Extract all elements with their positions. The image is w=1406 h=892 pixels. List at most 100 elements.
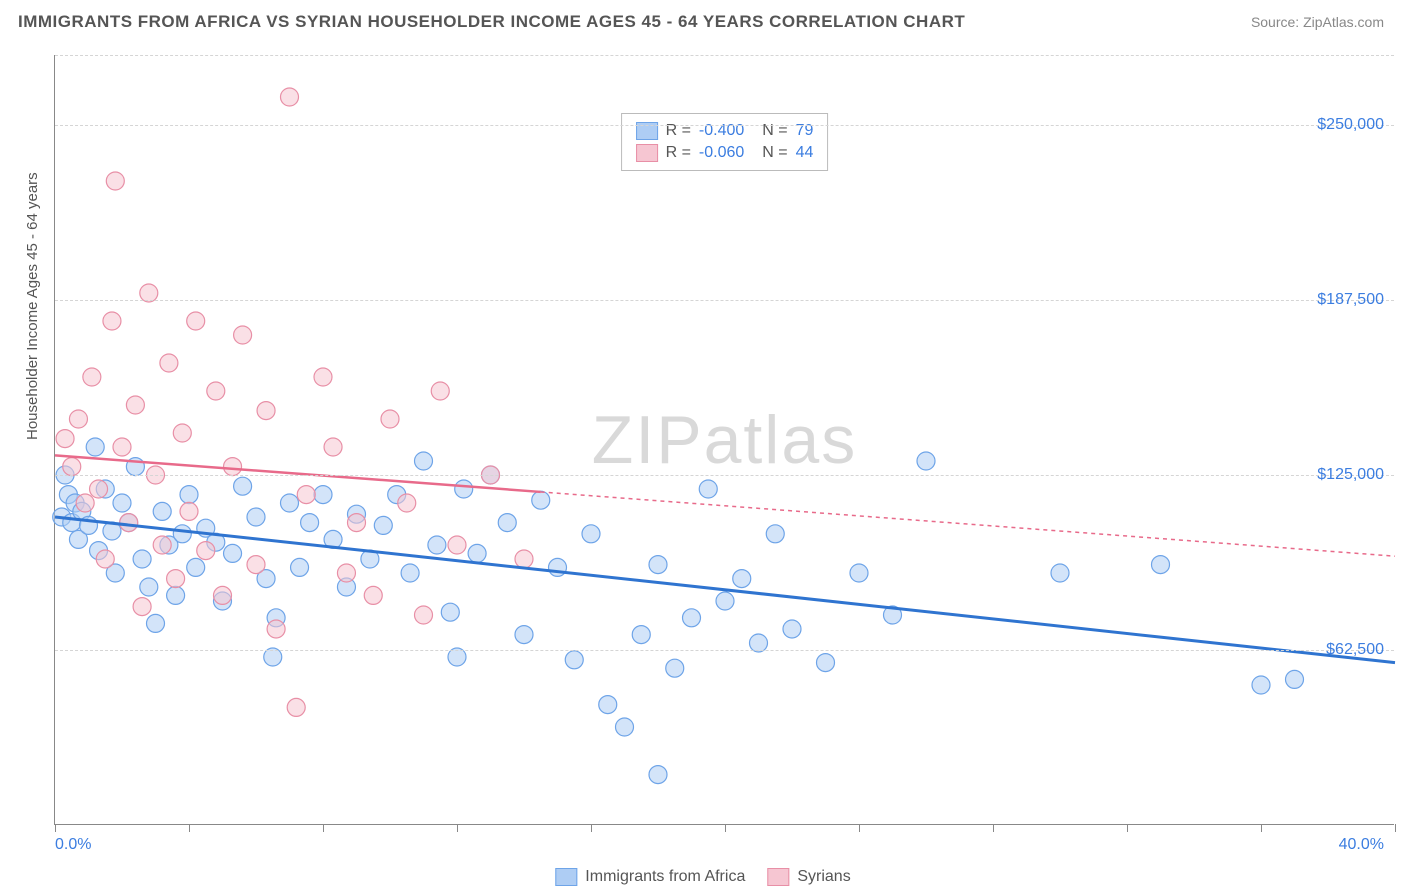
scatter-point-syrians xyxy=(103,312,121,330)
scatter-point-syrians xyxy=(337,564,355,582)
scatter-point-africa xyxy=(401,564,419,582)
scatter-point-africa xyxy=(1252,676,1270,694)
scatter-point-syrians xyxy=(160,354,178,372)
scatter-point-syrians xyxy=(187,312,205,330)
scatter-point-africa xyxy=(224,544,242,562)
scatter-point-syrians xyxy=(448,536,466,554)
scatter-point-africa xyxy=(817,654,835,672)
gridline xyxy=(55,125,1394,126)
scatter-point-syrians xyxy=(63,458,81,476)
scatter-point-africa xyxy=(234,477,252,495)
scatter-point-africa xyxy=(167,586,185,604)
series-legend-label: Immigrants from Africa xyxy=(585,868,745,886)
trend-line-syrians xyxy=(55,455,541,492)
scatter-point-syrians xyxy=(180,502,198,520)
scatter-point-africa xyxy=(314,486,332,504)
y-tick-label: $125,000 xyxy=(1317,466,1384,484)
scatter-point-syrians xyxy=(214,586,232,604)
trend-line-syrians-dashed xyxy=(541,492,1395,556)
scatter-point-syrians xyxy=(69,410,87,428)
series-legend-label: Syrians xyxy=(797,868,850,886)
source-label: Source: ZipAtlas.com xyxy=(1251,14,1384,30)
scatter-point-africa xyxy=(441,603,459,621)
legend-swatch-syrians xyxy=(636,144,658,162)
scatter-point-syrians xyxy=(56,430,74,448)
scatter-point-africa xyxy=(301,514,319,532)
scatter-point-syrians xyxy=(348,514,366,532)
scatter-point-syrians xyxy=(133,598,151,616)
scatter-point-syrians xyxy=(126,396,144,414)
gridline xyxy=(55,300,1394,301)
scatter-point-africa xyxy=(683,609,701,627)
x-tick xyxy=(859,824,860,832)
scatter-point-syrians xyxy=(314,368,332,386)
scatter-point-africa xyxy=(247,508,265,526)
x-tick xyxy=(993,824,994,832)
legend-n-label: N = xyxy=(762,144,787,162)
scatter-point-syrians xyxy=(153,536,171,554)
series-legend-item-syrians: Syrians xyxy=(767,868,850,886)
scatter-point-africa xyxy=(733,570,751,588)
scatter-point-africa xyxy=(415,452,433,470)
y-axis-label: Householder Income Ages 45 - 64 years xyxy=(24,172,41,440)
scatter-point-africa xyxy=(565,651,583,669)
gridline xyxy=(55,650,1394,651)
x-tick xyxy=(55,824,56,832)
scatter-point-africa xyxy=(582,525,600,543)
scatter-point-africa xyxy=(766,525,784,543)
correlation-legend: R =-0.400N =79R =-0.060N =44 xyxy=(621,113,829,171)
scatter-point-syrians xyxy=(415,606,433,624)
scatter-point-syrians xyxy=(76,494,94,512)
x-tick xyxy=(1127,824,1128,832)
scatter-point-africa xyxy=(1286,670,1304,688)
chart-title: IMMIGRANTS FROM AFRICA VS SYRIAN HOUSEHO… xyxy=(18,12,965,32)
scatter-point-africa xyxy=(850,564,868,582)
scatter-point-syrians xyxy=(167,570,185,588)
scatter-point-africa xyxy=(180,486,198,504)
scatter-point-syrians xyxy=(247,556,265,574)
scatter-point-syrians xyxy=(381,410,399,428)
legend-row-syrians: R =-0.060N =44 xyxy=(636,142,814,164)
x-tick xyxy=(725,824,726,832)
scatter-point-syrians xyxy=(234,326,252,344)
x-tick xyxy=(591,824,592,832)
scatter-point-syrians xyxy=(197,542,215,560)
series-legend-item-africa: Immigrants from Africa xyxy=(555,868,745,886)
scatter-point-syrians xyxy=(120,514,138,532)
legend-swatch-syrians xyxy=(767,868,789,886)
scatter-point-africa xyxy=(532,491,550,509)
legend-r-label: R = xyxy=(666,144,691,162)
plot-area: ZIPatlas R =-0.400N =79R =-0.060N =44 0.… xyxy=(54,55,1394,825)
scatter-point-africa xyxy=(291,558,309,576)
gridline xyxy=(55,475,1394,476)
scatter-point-africa xyxy=(455,480,473,498)
scatter-point-syrians xyxy=(431,382,449,400)
scatter-point-syrians xyxy=(106,172,124,190)
scatter-point-africa xyxy=(173,525,191,543)
correlation-chart: IMMIGRANTS FROM AFRICA VS SYRIAN HOUSEHO… xyxy=(0,0,1406,892)
scatter-point-syrians xyxy=(83,368,101,386)
scatter-point-africa xyxy=(133,550,151,568)
scatter-point-syrians xyxy=(257,402,275,420)
x-axis-min-label: 0.0% xyxy=(55,836,91,854)
scatter-point-africa xyxy=(632,626,650,644)
y-tick-label: $187,500 xyxy=(1317,291,1384,309)
scatter-point-syrians xyxy=(113,438,131,456)
y-tick-label: $250,000 xyxy=(1317,116,1384,134)
scatter-point-syrians xyxy=(324,438,342,456)
scatter-point-africa xyxy=(699,480,717,498)
scatter-point-africa xyxy=(113,494,131,512)
scatter-point-syrians xyxy=(287,698,305,716)
scatter-point-syrians xyxy=(173,424,191,442)
scatter-point-syrians xyxy=(90,480,108,498)
scatter-point-africa xyxy=(468,544,486,562)
x-tick xyxy=(1261,824,1262,832)
scatter-point-africa xyxy=(616,718,634,736)
scatter-point-africa xyxy=(666,659,684,677)
legend-n-value: 44 xyxy=(796,144,814,162)
scatter-point-africa xyxy=(140,578,158,596)
scatter-point-syrians xyxy=(224,458,242,476)
scatter-point-africa xyxy=(1051,564,1069,582)
legend-swatch-africa xyxy=(555,868,577,886)
scatter-point-africa xyxy=(86,438,104,456)
